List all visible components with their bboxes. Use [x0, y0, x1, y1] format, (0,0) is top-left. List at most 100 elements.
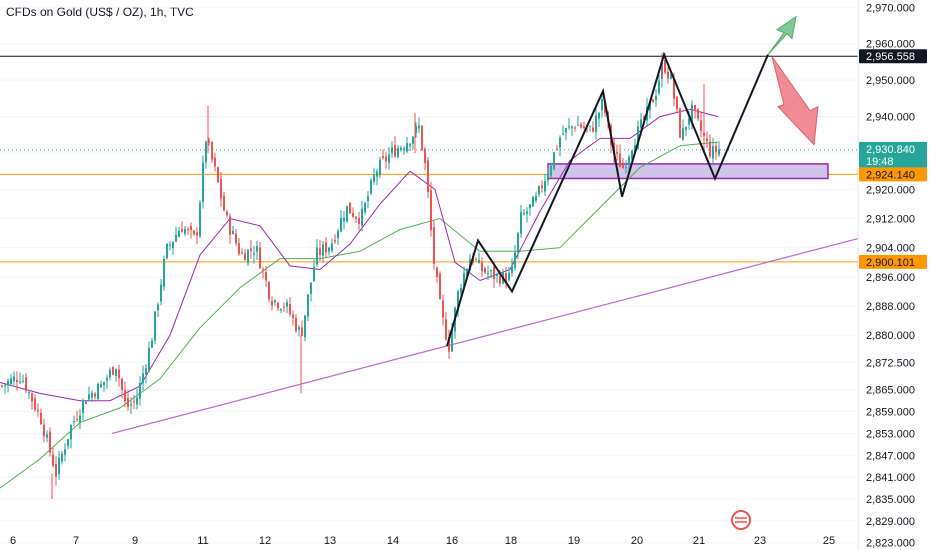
y-tick-label: 2,880.000: [866, 330, 915, 342]
candle-body: [148, 347, 150, 371]
candle-body: [124, 390, 126, 402]
candle-body: [178, 230, 180, 237]
candle-body: [223, 195, 225, 211]
candle-body: [76, 418, 78, 420]
candle-body: [583, 126, 585, 129]
candle-body: [229, 216, 231, 235]
candle-body: [169, 244, 171, 246]
candle-body: [553, 152, 555, 169]
candle-body: [595, 115, 597, 132]
price-label-bg: [859, 141, 927, 168]
candle-body: [628, 156, 630, 164]
candle-body: [658, 80, 660, 94]
candle-body: [208, 140, 210, 143]
candle-body: [382, 156, 384, 158]
candle-body: [427, 160, 429, 193]
candle-body: [565, 128, 567, 133]
candle-body: [394, 145, 396, 157]
candle-body: [487, 272, 489, 274]
candle-body: [529, 204, 531, 209]
candle-body: [226, 211, 228, 216]
candle-body: [523, 213, 525, 215]
candle-body: [550, 165, 552, 176]
x-tick-label: 9: [132, 535, 138, 547]
candle-body: [538, 186, 540, 195]
candle-body: [391, 147, 393, 153]
candle-body: [10, 378, 12, 385]
candle-body: [100, 384, 102, 388]
candle-body: [214, 157, 216, 167]
candle-body: [133, 400, 135, 402]
y-tick-label: 2,823.000: [866, 538, 915, 550]
candle-body: [355, 216, 357, 219]
candle-body: [220, 178, 222, 199]
candle-body: [376, 171, 378, 177]
candle-body: [253, 253, 255, 255]
candle-body: [139, 382, 141, 399]
grid-layer: [0, 6, 858, 544]
candle-body: [49, 431, 51, 453]
candle-body: [463, 273, 465, 288]
candle-body: [13, 376, 15, 381]
candle-body: [1, 385, 3, 387]
forecast-arrows: [767, 15, 819, 146]
y-tick-label: 2,847.000: [866, 450, 915, 462]
candle-body: [403, 148, 405, 151]
candle-body: [157, 304, 159, 311]
candle-body: [316, 247, 318, 265]
candle-body: [388, 154, 390, 163]
candle-body: [19, 381, 21, 383]
price-label: 2,924.140: [866, 169, 915, 181]
candle-body: [85, 401, 87, 404]
candle-body: [490, 270, 492, 272]
candle-body: [154, 311, 156, 341]
candle-body: [631, 150, 633, 159]
countdown-label: 19:48: [866, 156, 894, 168]
y-tick-label: 2,829.000: [866, 516, 915, 528]
candle-body: [52, 454, 54, 467]
candle-body: [244, 253, 246, 261]
candle-body: [679, 108, 681, 138]
candle-body: [259, 247, 261, 269]
y-tick-label: 2,872.500: [866, 357, 915, 369]
candle-body: [145, 368, 147, 375]
candle-body: [562, 133, 564, 135]
candle-body: [283, 306, 285, 308]
candle-body: [592, 127, 594, 132]
candle-body: [442, 300, 444, 318]
candle-body: [232, 230, 234, 234]
price-label: 2,956.558: [866, 51, 915, 63]
candle-body: [352, 213, 354, 217]
candle-body: [94, 393, 96, 397]
candle-body: [568, 126, 570, 128]
candle-body: [616, 151, 618, 154]
candle-body: [82, 400, 84, 413]
candle-body: [307, 294, 309, 317]
candle-body: [64, 449, 66, 455]
candle-body: [187, 229, 189, 231]
candle-body: [91, 392, 93, 398]
trendline-layer: [111, 237, 859, 435]
candle-body: [199, 202, 201, 237]
candle-body: [619, 153, 621, 168]
candle-body: [115, 368, 117, 377]
candle-body: [547, 173, 549, 181]
candle-body: [385, 156, 387, 162]
x-tick-label: 25: [823, 535, 835, 547]
candle-body: [397, 148, 399, 158]
candle-body: [193, 230, 195, 235]
candle-body: [400, 147, 402, 151]
candle-body: [373, 174, 375, 182]
candle-body: [484, 268, 486, 273]
candle-body: [715, 145, 717, 153]
pattern-zigzag: [446, 51, 769, 347]
candle-body: [295, 317, 297, 332]
y-tick-label: 2,865.000: [866, 385, 915, 397]
candle-body: [649, 101, 651, 111]
candle-body: [217, 167, 219, 182]
x-tick-label: 6: [10, 535, 16, 547]
candle-body: [61, 453, 63, 462]
candle-body: [688, 118, 690, 125]
candle-body: [205, 141, 207, 163]
